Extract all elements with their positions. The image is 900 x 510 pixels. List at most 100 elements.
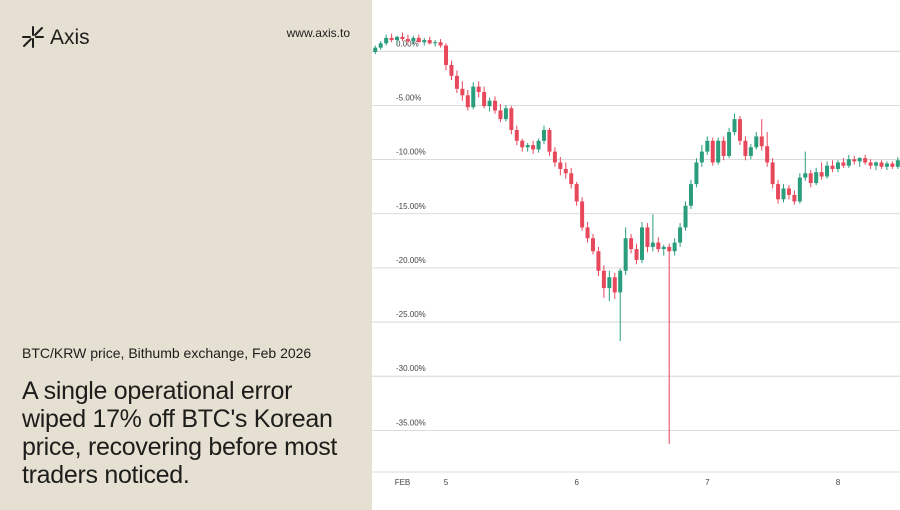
candle-body bbox=[748, 147, 753, 156]
candle-body bbox=[694, 162, 699, 185]
logo-text[interactable]: Axis bbox=[50, 26, 90, 49]
candle-body bbox=[884, 163, 889, 167]
candle-body bbox=[879, 162, 884, 167]
candle-body bbox=[732, 119, 737, 133]
candle-body bbox=[650, 242, 655, 247]
candle-body bbox=[612, 277, 617, 293]
candle-body bbox=[558, 162, 563, 169]
candle-body bbox=[449, 64, 454, 76]
candle-body bbox=[688, 184, 693, 206]
candle-body bbox=[493, 100, 498, 111]
candle-body bbox=[590, 238, 595, 252]
candle-body bbox=[384, 37, 389, 44]
candle-body bbox=[808, 173, 813, 184]
candle-body bbox=[754, 136, 759, 148]
candle-body bbox=[416, 37, 421, 43]
candle-body bbox=[661, 246, 666, 250]
candle-body bbox=[830, 165, 835, 169]
chart-subtitle: BTC/KRW price, Bithumb exchange, Feb 202… bbox=[22, 345, 312, 361]
candle-body bbox=[422, 40, 427, 43]
candle-body bbox=[525, 145, 530, 148]
candle-body bbox=[759, 136, 764, 147]
y-tick-label: -35.00% bbox=[396, 418, 426, 427]
candle-body bbox=[585, 227, 590, 239]
candle-body bbox=[770, 162, 775, 185]
candle-body bbox=[852, 159, 857, 162]
candle-body bbox=[699, 151, 704, 163]
candle-body bbox=[536, 140, 541, 150]
candle-body bbox=[776, 184, 781, 200]
candle-body bbox=[857, 158, 862, 162]
candle-body bbox=[765, 146, 770, 163]
candle-body bbox=[895, 160, 900, 167]
candle-body bbox=[552, 151, 557, 163]
candle-body bbox=[373, 47, 378, 52]
candle-body bbox=[498, 110, 503, 120]
candle-body bbox=[629, 238, 634, 250]
y-tick-label: 0.00% bbox=[396, 39, 419, 48]
site-url[interactable]: www.axis.to bbox=[286, 26, 350, 40]
candle-body bbox=[400, 36, 405, 39]
candle-body bbox=[639, 227, 644, 260]
candle-body bbox=[601, 270, 606, 289]
x-tick-label: 7 bbox=[705, 478, 710, 487]
side-panel: Axis www.axis.to BTC/KRW price, Bithumb … bbox=[0, 0, 372, 510]
candle-body bbox=[476, 86, 481, 93]
candle-body bbox=[716, 140, 721, 163]
candle-body bbox=[563, 168, 568, 174]
candle-body bbox=[438, 42, 443, 46]
candle-body bbox=[792, 194, 797, 202]
y-tick-label: -20.00% bbox=[396, 256, 426, 265]
y-tick-label: -25.00% bbox=[396, 310, 426, 319]
candle-body bbox=[645, 227, 650, 247]
candle-body bbox=[683, 205, 688, 228]
candle-body bbox=[786, 188, 791, 195]
candle-body bbox=[542, 129, 547, 141]
candle-body bbox=[460, 88, 465, 96]
candle-body bbox=[433, 42, 438, 44]
candle-body bbox=[427, 40, 432, 44]
candle-body bbox=[672, 242, 677, 252]
candle-body bbox=[547, 129, 552, 152]
candle-body bbox=[623, 238, 628, 271]
candle-body bbox=[607, 277, 612, 289]
chart-title: A single operational error wiped 17% off… bbox=[22, 377, 338, 489]
candle-body bbox=[514, 129, 519, 141]
candle-body bbox=[487, 100, 492, 107]
y-tick-label: -5.00% bbox=[396, 93, 421, 102]
candle-body bbox=[395, 36, 400, 41]
candle-body bbox=[825, 165, 830, 177]
candle-body bbox=[874, 162, 879, 166]
candle-body bbox=[482, 92, 487, 107]
candle-body bbox=[389, 37, 394, 41]
candle-body bbox=[378, 43, 383, 48]
x-tick-label: 5 bbox=[444, 478, 449, 487]
candle-body bbox=[454, 75, 459, 89]
candle-body bbox=[710, 140, 715, 163]
x-tick-label: 6 bbox=[574, 478, 579, 487]
x-tick-label: 8 bbox=[836, 478, 841, 487]
candle-body bbox=[596, 251, 601, 271]
candle-body bbox=[531, 145, 536, 150]
y-tick-label: -15.00% bbox=[396, 202, 426, 211]
candle-body bbox=[737, 119, 742, 141]
candle-body bbox=[814, 172, 819, 184]
candle-body bbox=[580, 201, 585, 228]
candle-body bbox=[471, 86, 476, 108]
candle-body bbox=[509, 108, 514, 130]
candle-body bbox=[667, 246, 672, 252]
candle-body bbox=[727, 132, 732, 156]
candle-body bbox=[678, 227, 683, 243]
candle-body bbox=[503, 108, 508, 120]
x-tick-label: FEB bbox=[395, 478, 411, 487]
candle-body bbox=[863, 158, 868, 163]
candle-body bbox=[520, 140, 525, 148]
candle-body bbox=[721, 140, 726, 156]
candle-body bbox=[781, 188, 786, 200]
candle-body bbox=[797, 177, 802, 202]
candle-body bbox=[569, 173, 574, 185]
candle-body bbox=[705, 140, 710, 152]
candle-body bbox=[868, 162, 873, 166]
candle-body bbox=[846, 159, 851, 166]
